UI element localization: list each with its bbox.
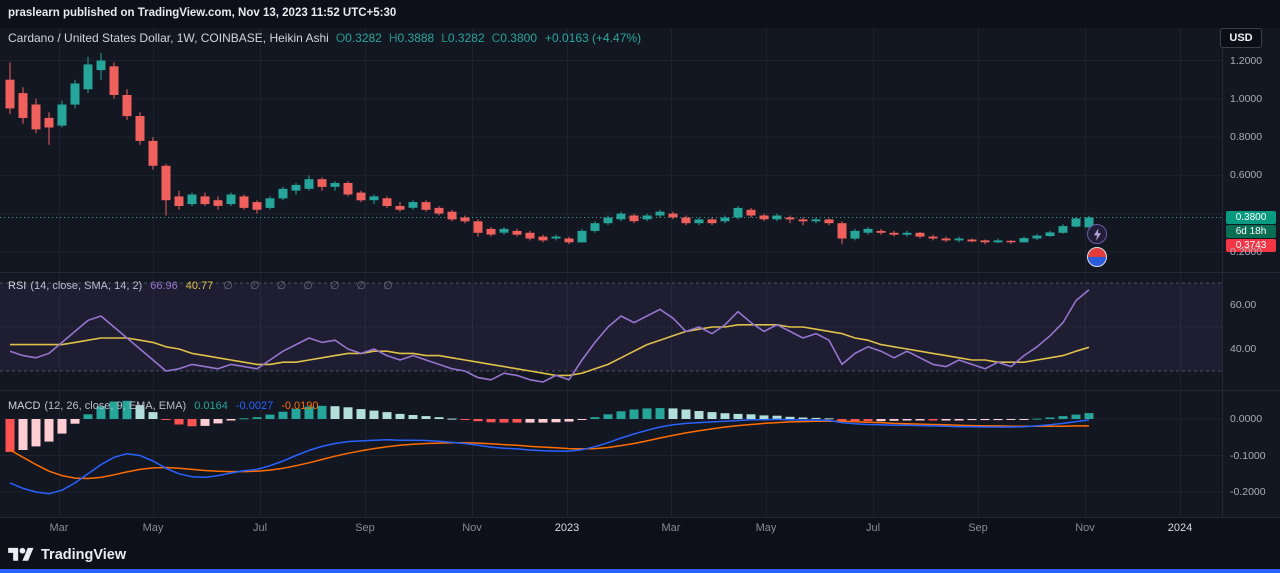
change-value: +0.0163 (+4.47%)	[545, 31, 642, 45]
macd-axis-label: -0.2000	[1230, 486, 1266, 498]
time-axis-label[interactable]: Nov	[1075, 522, 1095, 534]
ohlc-token: O0.3282	[335, 31, 382, 45]
prev-price-badge: 0.3743	[1226, 239, 1276, 252]
macd-hist-value: 0.0164	[194, 400, 228, 412]
time-axis-label[interactable]: Jul	[865, 522, 881, 534]
macd-title: MACD	[8, 400, 41, 412]
time-axis-label[interactable]: 2023	[554, 522, 580, 534]
ohlc-token: H0.3888	[388, 31, 435, 45]
price-axis-label: 0.2000	[1230, 246, 1263, 258]
time-axis-label[interactable]: Mar	[661, 522, 681, 534]
symbol-legend: Cardano / United States Dollar, 1W, COIN…	[8, 31, 641, 45]
rsi-legend[interactable]: RSI (14, close, SMA, 14, 2) 66.96 40.77 ∅ ∅ …	[8, 279, 400, 292]
rsi-value: 66.96	[150, 280, 178, 292]
rsi-axis-label: 60.00	[1230, 299, 1257, 311]
macd-axis-label: 0.0000	[1230, 413, 1263, 425]
last-price-badge: 0.3800	[1226, 211, 1276, 224]
bottom-accent-bar	[0, 569, 1280, 573]
time-axis-label[interactable]: Sep	[968, 522, 988, 534]
time-axis-separator	[0, 517, 1280, 518]
boost-lightning-icon[interactable]	[1087, 224, 1107, 244]
time-axis-label[interactable]: Jul	[252, 522, 268, 534]
rsi-params: (14, close, SMA, 14, 2)	[30, 280, 143, 292]
price-scale[interactable]: 0.3800 6d 18h 0.3743 1.2000 1.0000 0.8000 0…	[1222, 28, 1280, 517]
time-axis-label[interactable]: Sep	[355, 522, 375, 534]
publish-watermark: praslearn published on TradingView.com, …	[8, 7, 397, 19]
macd-legend[interactable]: MACD (12, 26, close, 9, EMA, EMA) 0.0164 -0…	[8, 400, 319, 412]
tradingview-wordmark: TradingView	[41, 547, 127, 563]
time-axis-label[interactable]: May	[755, 522, 777, 534]
time-axis-label[interactable]: 2024	[1167, 522, 1193, 534]
broker-logo-icon[interactable]	[1087, 247, 1107, 267]
time-axis-label[interactable]: Mar	[49, 522, 69, 534]
footer-brand[interactable]: TradingView	[8, 545, 126, 565]
pane-separator-macd[interactable]	[0, 390, 1280, 391]
bar-countdown-badge: 6d 18h	[1226, 225, 1276, 238]
symbol-title[interactable]: Cardano / United States Dollar, 1W, COIN…	[8, 31, 329, 45]
tradingview-logo-icon	[8, 547, 34, 561]
price-axis-label: 1.2000	[1230, 55, 1263, 67]
rsi-axis-label: 40.00	[1230, 343, 1257, 355]
macd-line-value: -0.0027	[235, 400, 274, 412]
rsi-title: RSI	[8, 280, 27, 292]
ohlc-values: O0.3282 H0.3888 L0.3282 C0.3800	[329, 31, 537, 45]
price-axis-label: 1.0000	[1230, 93, 1263, 105]
ohlc-token: C0.3800	[491, 31, 537, 45]
rsi-empty-markers: ∅ ∅ ∅ ∅ ∅ ∅ ∅	[223, 280, 400, 292]
time-axis[interactable]: Mar May Jul Sep Nov 2023 Mar May Jul Sep Nov 2024	[0, 517, 1222, 543]
price-axis-label: 0.6000	[1230, 169, 1263, 181]
time-axis-label[interactable]: Nov	[462, 522, 482, 534]
rsi-ma-value: 40.77	[185, 280, 214, 292]
ohlc-token: L0.3282	[441, 31, 485, 45]
macd-signal-value: -0.0190	[281, 400, 319, 412]
macd-params: (12, 26, close, 9, EMA, EMA)	[44, 400, 187, 412]
chart-canvas[interactable]	[0, 0, 1222, 517]
currency-toggle-button[interactable]: USD	[1220, 28, 1262, 48]
time-axis-label[interactable]: May	[142, 522, 164, 534]
macd-axis-label: -0.1000	[1230, 450, 1266, 462]
pane-separator-rsi[interactable]	[0, 272, 1280, 273]
price-axis-label: 0.8000	[1230, 131, 1263, 143]
